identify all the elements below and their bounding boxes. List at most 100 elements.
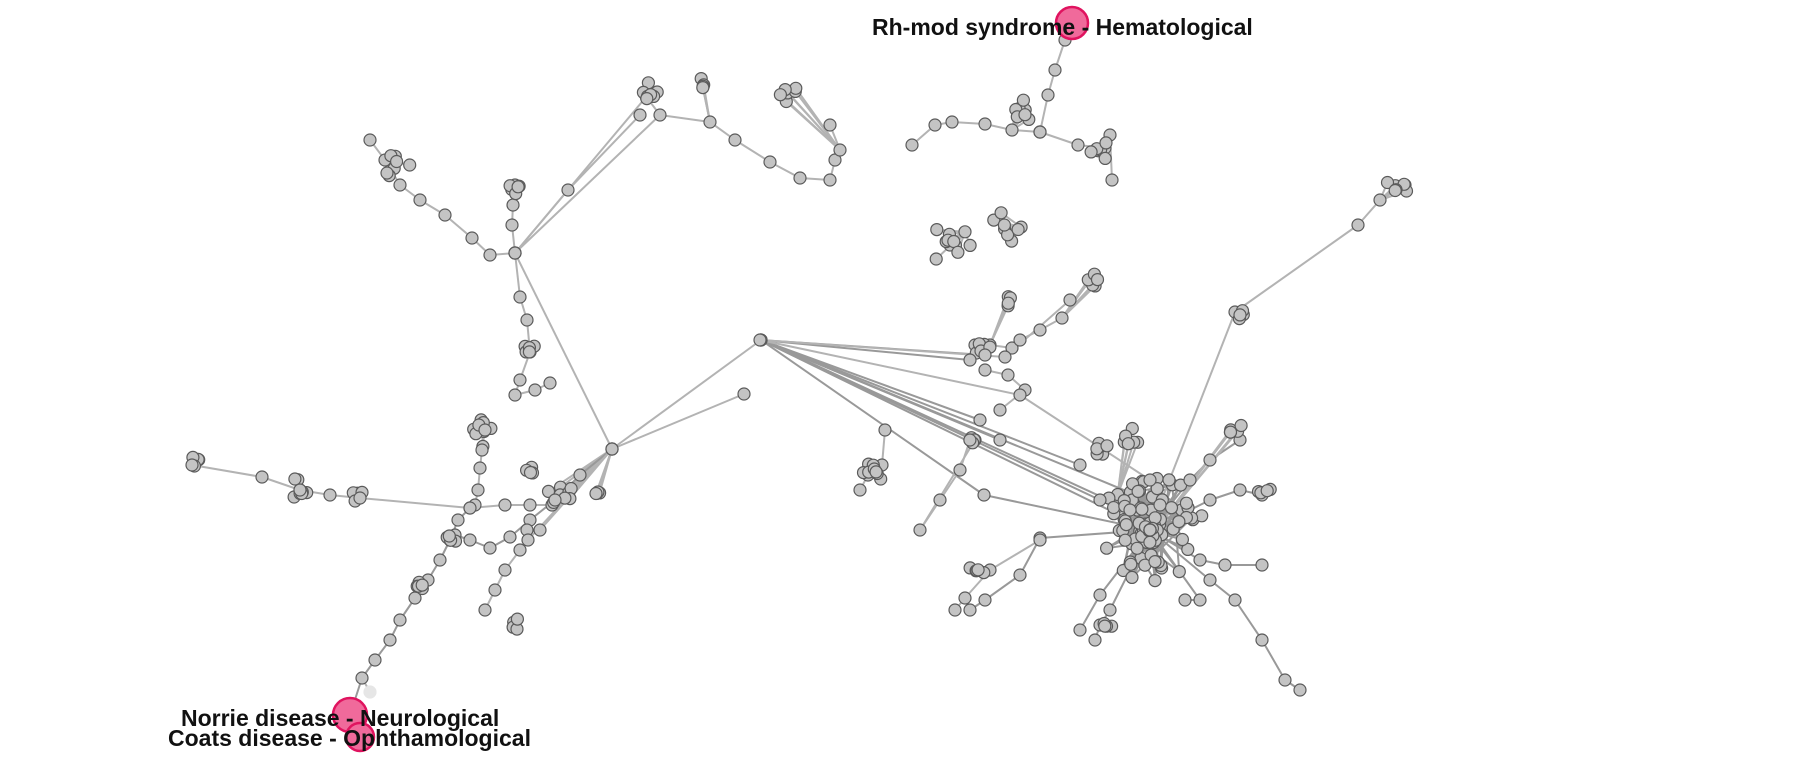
network-node[interactable] <box>1255 558 1269 572</box>
network-node[interactable] <box>978 593 992 607</box>
network-node[interactable] <box>442 529 456 543</box>
network-node[interactable] <box>1255 633 1269 647</box>
network-node[interactable] <box>1172 514 1186 529</box>
network-node[interactable] <box>483 248 497 262</box>
network-node[interactable] <box>930 223 944 237</box>
network-node[interactable] <box>1013 333 1027 347</box>
network-node[interactable] <box>368 653 382 667</box>
network-node[interactable] <box>383 633 397 647</box>
network-node[interactable] <box>1011 222 1025 237</box>
network-node[interactable] <box>1260 484 1274 498</box>
network-node[interactable] <box>1118 533 1132 547</box>
highlighted-node-rh-mod[interactable] <box>1054 5 1090 41</box>
network-node[interactable] <box>1048 63 1062 77</box>
network-node[interactable] <box>1090 273 1105 287</box>
network-node[interactable] <box>1175 532 1190 547</box>
network-node[interactable] <box>998 350 1012 364</box>
network-node[interactable] <box>1148 554 1162 569</box>
network-node[interactable] <box>413 193 427 207</box>
network-node[interactable] <box>1103 603 1117 617</box>
network-node[interactable] <box>1388 183 1402 198</box>
network-node[interactable] <box>928 118 942 132</box>
network-node[interactable] <box>1143 535 1157 549</box>
network-node[interactable] <box>1033 323 1047 337</box>
network-node[interactable] <box>523 498 537 512</box>
network-node[interactable] <box>522 345 537 359</box>
network-node[interactable] <box>833 143 847 157</box>
network-node[interactable] <box>978 348 992 362</box>
network-node[interactable] <box>823 173 837 187</box>
network-node[interactable] <box>773 88 788 102</box>
network-node[interactable] <box>390 154 404 169</box>
network-node[interactable] <box>953 463 967 477</box>
network-node[interactable] <box>541 484 556 498</box>
network-node[interactable] <box>1162 473 1176 487</box>
network-node[interactable] <box>1233 308 1247 322</box>
network-node[interactable] <box>1351 218 1365 232</box>
network-node[interactable] <box>506 198 520 212</box>
network-node[interactable] <box>353 491 367 505</box>
network-node[interactable] <box>1093 493 1107 507</box>
network-node[interactable] <box>997 218 1012 232</box>
network-node[interactable] <box>511 180 525 194</box>
network-node[interactable] <box>1130 541 1144 555</box>
network-node[interactable] <box>948 603 962 617</box>
network-node[interactable] <box>355 671 369 685</box>
network-node[interactable] <box>508 246 522 260</box>
network-node[interactable] <box>963 433 977 447</box>
network-node[interactable] <box>1106 500 1121 515</box>
network-node[interactable] <box>737 387 751 401</box>
network-node[interactable] <box>993 403 1007 417</box>
network-node[interactable] <box>1380 175 1395 190</box>
network-node[interactable] <box>913 523 927 537</box>
network-node[interactable] <box>605 442 619 456</box>
network-node[interactable] <box>951 245 965 259</box>
network-node[interactable] <box>945 115 959 129</box>
network-node[interactable] <box>823 118 837 132</box>
network-node[interactable] <box>573 468 587 482</box>
network-node[interactable] <box>1055 311 1069 325</box>
network-node[interactable] <box>1099 136 1113 150</box>
network-node[interactable] <box>1123 503 1137 517</box>
network-node[interactable] <box>293 483 307 497</box>
network-node[interactable] <box>508 388 522 402</box>
network-node[interactable] <box>521 533 535 547</box>
network-node[interactable] <box>288 472 302 486</box>
network-node[interactable] <box>993 433 1007 447</box>
network-node[interactable] <box>1203 453 1217 467</box>
network-node[interactable] <box>653 108 667 122</box>
network-node[interactable] <box>1119 517 1133 532</box>
network-node[interactable] <box>947 234 961 249</box>
network-node[interactable] <box>363 685 377 699</box>
network-node[interactable] <box>380 166 394 180</box>
network-node[interactable] <box>958 591 972 605</box>
network-node[interactable] <box>1143 523 1157 537</box>
network-node[interactable] <box>994 206 1008 220</box>
network-node[interactable] <box>1088 633 1102 647</box>
network-node[interactable] <box>1099 541 1114 555</box>
network-node[interactable] <box>1293 683 1307 697</box>
network-node[interactable] <box>763 155 777 169</box>
network-node[interactable] <box>185 458 199 472</box>
network-node[interactable] <box>403 158 417 172</box>
network-node[interactable] <box>1131 484 1145 498</box>
network-node[interactable] <box>853 483 867 497</box>
network-node[interactable] <box>498 498 512 512</box>
network-node[interactable] <box>793 171 807 185</box>
network-node[interactable] <box>1033 533 1047 547</box>
network-node[interactable] <box>1005 123 1019 137</box>
network-node[interactable] <box>1071 138 1085 152</box>
network-node[interactable] <box>561 183 575 197</box>
network-node[interactable] <box>438 208 452 222</box>
network-node[interactable] <box>548 493 562 507</box>
network-node[interactable] <box>589 486 603 501</box>
network-node[interactable] <box>1098 619 1112 633</box>
network-node[interactable] <box>1373 193 1387 207</box>
network-node[interactable] <box>1148 573 1162 588</box>
network-node[interactable] <box>1093 588 1107 602</box>
network-node[interactable] <box>478 423 492 437</box>
network-node[interactable] <box>415 578 429 592</box>
network-node[interactable] <box>633 108 647 122</box>
network-node[interactable] <box>933 493 947 507</box>
network-node[interactable] <box>533 523 547 537</box>
